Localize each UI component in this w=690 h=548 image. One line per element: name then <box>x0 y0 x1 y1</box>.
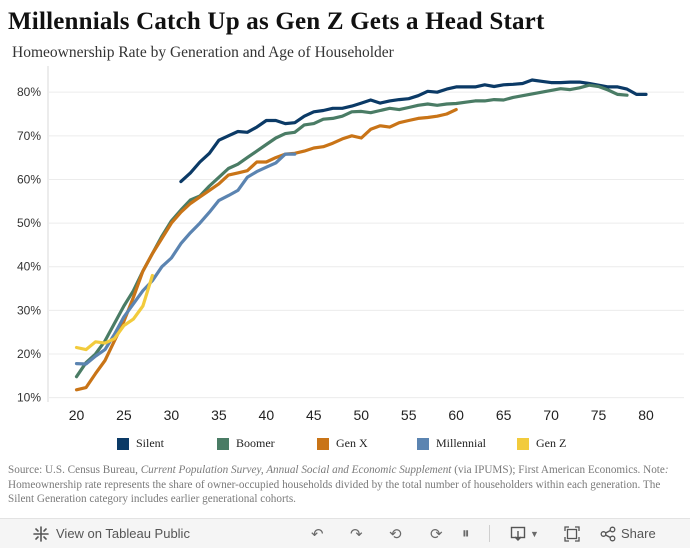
share-icon <box>600 526 616 541</box>
series-line-boomer[interactable] <box>74 83 629 379</box>
pause-icon: ⏸ <box>462 525 470 542</box>
source-prefix: Source: U.S. Census Bureau, <box>8 464 141 476</box>
x-tick-label: 20 <box>69 407 85 423</box>
x-tick-label: 70 <box>543 407 559 423</box>
series-line-millennial[interactable] <box>74 152 297 366</box>
source-note: Source: U.S. Census Bureau, Current Popu… <box>8 463 684 507</box>
x-tick-label: 80 <box>638 407 654 423</box>
chart-title: Millennials Catch Up as Gen Z Gets a Hea… <box>8 8 545 35</box>
legend-label-boomer: Boomer <box>236 436 275 450</box>
legend-label-millennial: Millennial <box>436 436 486 450</box>
legend-swatch-boomer <box>217 437 229 450</box>
y-tick-label: 50% <box>17 216 41 230</box>
view-on-tableau-label: View on Tableau Public <box>56 526 190 541</box>
redo-icon: ↷ <box>350 525 363 543</box>
legend-item-silent[interactable]: Silent <box>117 436 164 451</box>
undo-button[interactable]: ↶ <box>311 519 324 548</box>
revert-button[interactable]: ⟲ <box>389 519 402 548</box>
y-tick-label: 40% <box>17 260 41 274</box>
x-tick-label: 55 <box>401 407 417 423</box>
legend-item-genz[interactable]: Gen Z <box>517 436 566 451</box>
x-tick-label: 35 <box>211 407 227 423</box>
legend-swatch-genx <box>317 437 329 450</box>
legend-item-millennial[interactable]: Millennial <box>417 436 486 451</box>
fullscreen-button[interactable] <box>564 519 580 548</box>
series-line-gen-z[interactable] <box>74 273 154 352</box>
legend-swatch-silent <box>117 437 129 450</box>
chart-legend: Silent Boomer Gen X Millennial Gen Z <box>0 432 690 458</box>
toolbar-divider <box>489 525 490 542</box>
chart-subtitle: Homeownership Rate by Generation and Age… <box>12 44 394 61</box>
legend-swatch-millennial <box>417 437 429 450</box>
x-tick-label: 50 <box>353 407 369 423</box>
y-tick-label: 30% <box>17 303 41 317</box>
tableau-logo-icon <box>33 525 49 542</box>
legend-item-genx[interactable]: Gen X <box>317 436 368 451</box>
source-survey-name: Current Population Survey, Annual Social… <box>140 464 452 476</box>
pause-button[interactable]: ⏸ <box>462 519 470 548</box>
y-tick-label: 20% <box>17 347 41 361</box>
x-tick-label: 75 <box>591 407 607 423</box>
legend-label-genz: Gen Z <box>536 436 567 450</box>
y-tick-label: 60% <box>17 172 41 186</box>
y-tick-label: 80% <box>17 85 41 99</box>
x-tick-label: 40 <box>259 407 275 423</box>
x-tick-label: 45 <box>306 407 322 423</box>
x-tick-label: 30 <box>164 407 180 423</box>
x-tick-label: 65 <box>496 407 512 423</box>
x-tick-label: 25 <box>116 407 132 423</box>
line-chart: 10% 20% 30% 40% 50% 60% 70% 80% 20 25 30 35 40 45 50 5… <box>17 66 684 423</box>
share-label: Share <box>621 526 656 541</box>
redo-button[interactable]: ↷ <box>350 519 363 548</box>
legend-label-silent: Silent <box>136 436 165 450</box>
share-button[interactable]: Share <box>600 519 656 548</box>
view-on-tableau-button[interactable]: View on Tableau Public <box>32 519 190 548</box>
tableau-toolbar: View on Tableau Public ↶ ↷ ⟲ ⟳ ⏸ ▼ Share <box>0 518 690 548</box>
legend-item-boomer[interactable]: Boomer <box>217 436 275 451</box>
legend-swatch-genz <box>517 437 529 450</box>
refresh-icon: ⟳ <box>430 525 443 543</box>
refresh-button[interactable]: ⟳ <box>430 519 443 548</box>
chevron-down-icon: ▼ <box>530 528 539 539</box>
download-icon <box>510 526 526 541</box>
y-tick-label: 10% <box>17 391 41 405</box>
y-tick-label: 70% <box>17 129 41 143</box>
source-note-colon: : <box>664 464 669 476</box>
series-line-gen-x[interactable] <box>74 107 458 392</box>
fullscreen-icon <box>564 525 580 542</box>
undo-icon: ↶ <box>311 525 324 543</box>
x-tick-label: 60 <box>448 407 464 423</box>
download-button[interactable]: ▼ <box>510 519 539 548</box>
source-after-survey: (via IPUMS); First American Economics. N… <box>451 464 665 476</box>
source-note-text: Homeownership rate represents the share … <box>8 478 661 506</box>
revert-icon: ⟲ <box>389 525 402 543</box>
series-line-silent[interactable] <box>179 78 648 184</box>
legend-label-genx: Gen X <box>336 436 368 450</box>
